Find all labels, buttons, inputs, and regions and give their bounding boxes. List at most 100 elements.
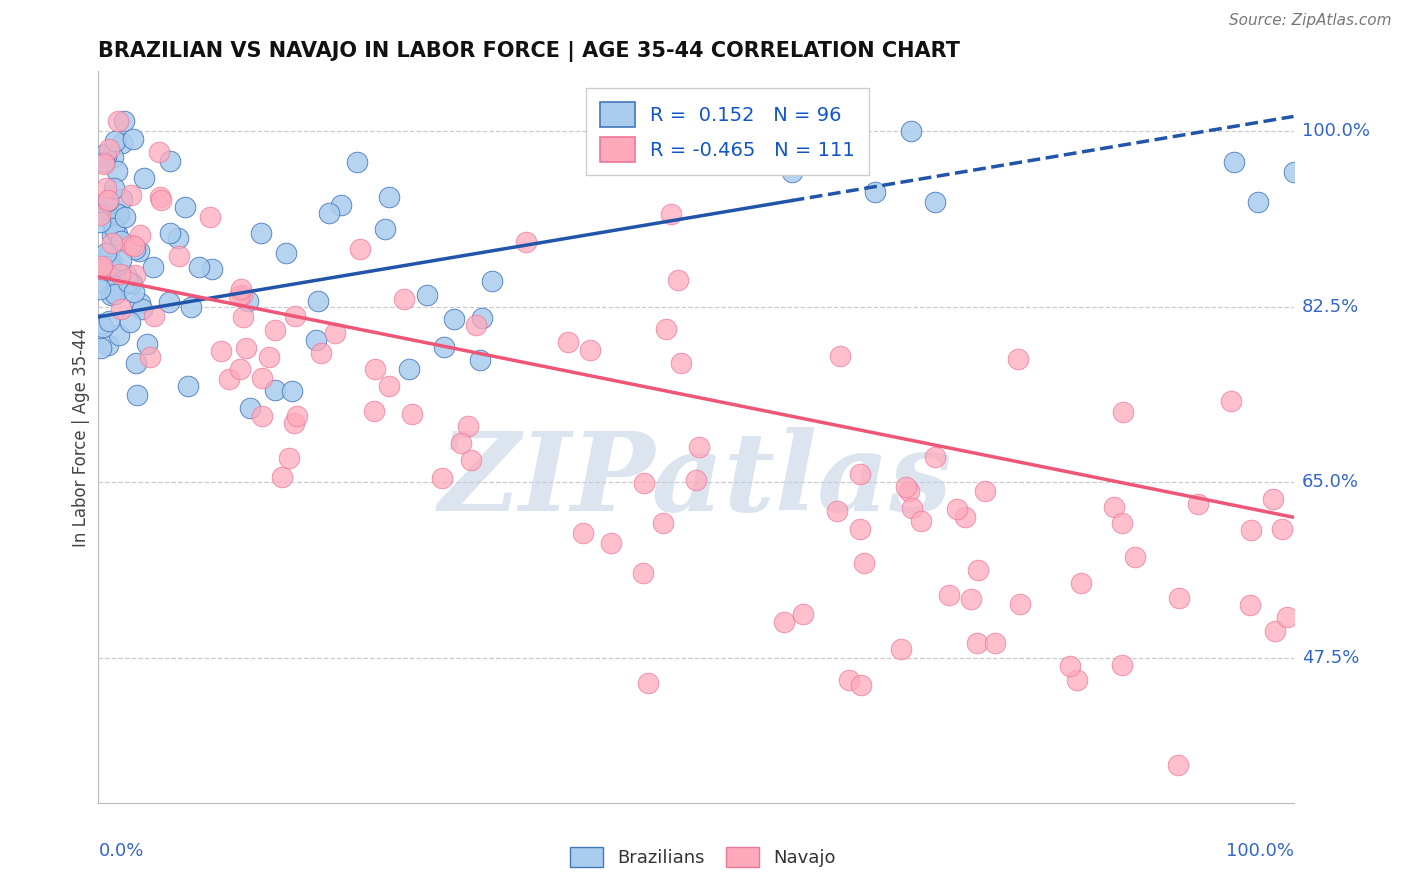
Point: [1007, 351, 1029, 366]
Point: [94, 147, 117, 161]
Point: [910, 514, 932, 528]
Point: [688, 440, 710, 454]
Point: [159, 226, 181, 240]
Point: [180, 300, 202, 314]
Point: [655, 322, 678, 336]
Point: [110, 234, 132, 248]
Point: [346, 154, 368, 169]
Point: [1247, 194, 1270, 209]
Point: [1167, 591, 1189, 606]
Point: [1111, 516, 1133, 530]
Point: [150, 193, 173, 207]
Point: [96, 245, 118, 260]
Text: 65.0%: 65.0%: [1302, 473, 1358, 491]
Point: [90, 341, 112, 355]
Point: [849, 523, 872, 537]
Point: [235, 342, 257, 356]
Point: [94, 181, 117, 195]
Point: [142, 260, 165, 274]
Point: [652, 516, 675, 530]
Point: [115, 268, 138, 283]
Point: [898, 484, 921, 499]
Point: [105, 227, 128, 242]
Point: [1240, 523, 1263, 537]
Point: [1102, 500, 1125, 514]
Point: [285, 409, 308, 423]
Point: [900, 124, 922, 138]
Point: [110, 136, 132, 150]
Point: [263, 323, 285, 337]
Point: [121, 276, 143, 290]
Point: [330, 198, 353, 212]
Point: [108, 328, 131, 343]
Point: [250, 226, 273, 240]
Point: [107, 207, 129, 221]
Point: [120, 238, 142, 252]
Point: [97, 338, 120, 352]
Point: [111, 192, 134, 206]
Legend: Brazilians, Navajo: Brazilians, Navajo: [562, 839, 844, 874]
Point: [305, 333, 328, 347]
Point: [108, 282, 131, 296]
Point: [946, 502, 969, 516]
Point: [120, 188, 142, 202]
Point: [136, 337, 159, 351]
Point: [107, 114, 129, 128]
Point: [865, 185, 887, 199]
Point: [110, 253, 132, 268]
Point: [283, 416, 305, 430]
Point: [201, 261, 224, 276]
Point: [471, 310, 494, 325]
Point: [378, 379, 401, 393]
Point: [318, 206, 340, 220]
Text: Source: ZipAtlas.com: Source: ZipAtlas.com: [1229, 13, 1392, 29]
Point: [148, 145, 170, 159]
Point: [960, 592, 983, 607]
Point: [149, 190, 172, 204]
Point: [1066, 673, 1088, 687]
Point: [1059, 659, 1081, 673]
Point: [1264, 624, 1286, 638]
Point: [142, 309, 165, 323]
Point: [125, 356, 148, 370]
Point: [90, 261, 112, 276]
Point: [685, 473, 707, 487]
Point: [228, 288, 250, 302]
Point: [97, 247, 120, 261]
Point: [307, 294, 329, 309]
Point: [557, 335, 579, 350]
Point: [238, 293, 260, 308]
Point: [401, 407, 423, 421]
Point: [98, 314, 121, 328]
Point: [218, 371, 240, 385]
Point: [460, 453, 482, 467]
Point: [89, 203, 111, 218]
Point: [398, 362, 420, 376]
Point: [232, 310, 254, 325]
Point: [90, 261, 112, 276]
Point: [849, 678, 872, 692]
Text: 47.5%: 47.5%: [1302, 648, 1360, 666]
Point: [250, 371, 273, 385]
Point: [894, 480, 917, 494]
Point: [481, 274, 503, 288]
Point: [849, 467, 872, 481]
Point: [773, 615, 796, 630]
Point: [229, 362, 252, 376]
Point: [745, 154, 768, 169]
Point: [257, 351, 280, 365]
Point: [128, 244, 150, 258]
Point: [91, 319, 114, 334]
Point: [271, 470, 294, 484]
Point: [1123, 549, 1146, 564]
Point: [792, 607, 814, 622]
Point: [1239, 598, 1261, 612]
Point: [239, 401, 262, 415]
Text: 100.0%: 100.0%: [1226, 842, 1294, 860]
Point: [89, 275, 111, 289]
Point: [101, 216, 124, 230]
Point: [953, 509, 976, 524]
Point: [104, 286, 127, 301]
Point: [93, 154, 115, 169]
Point: [468, 353, 491, 368]
